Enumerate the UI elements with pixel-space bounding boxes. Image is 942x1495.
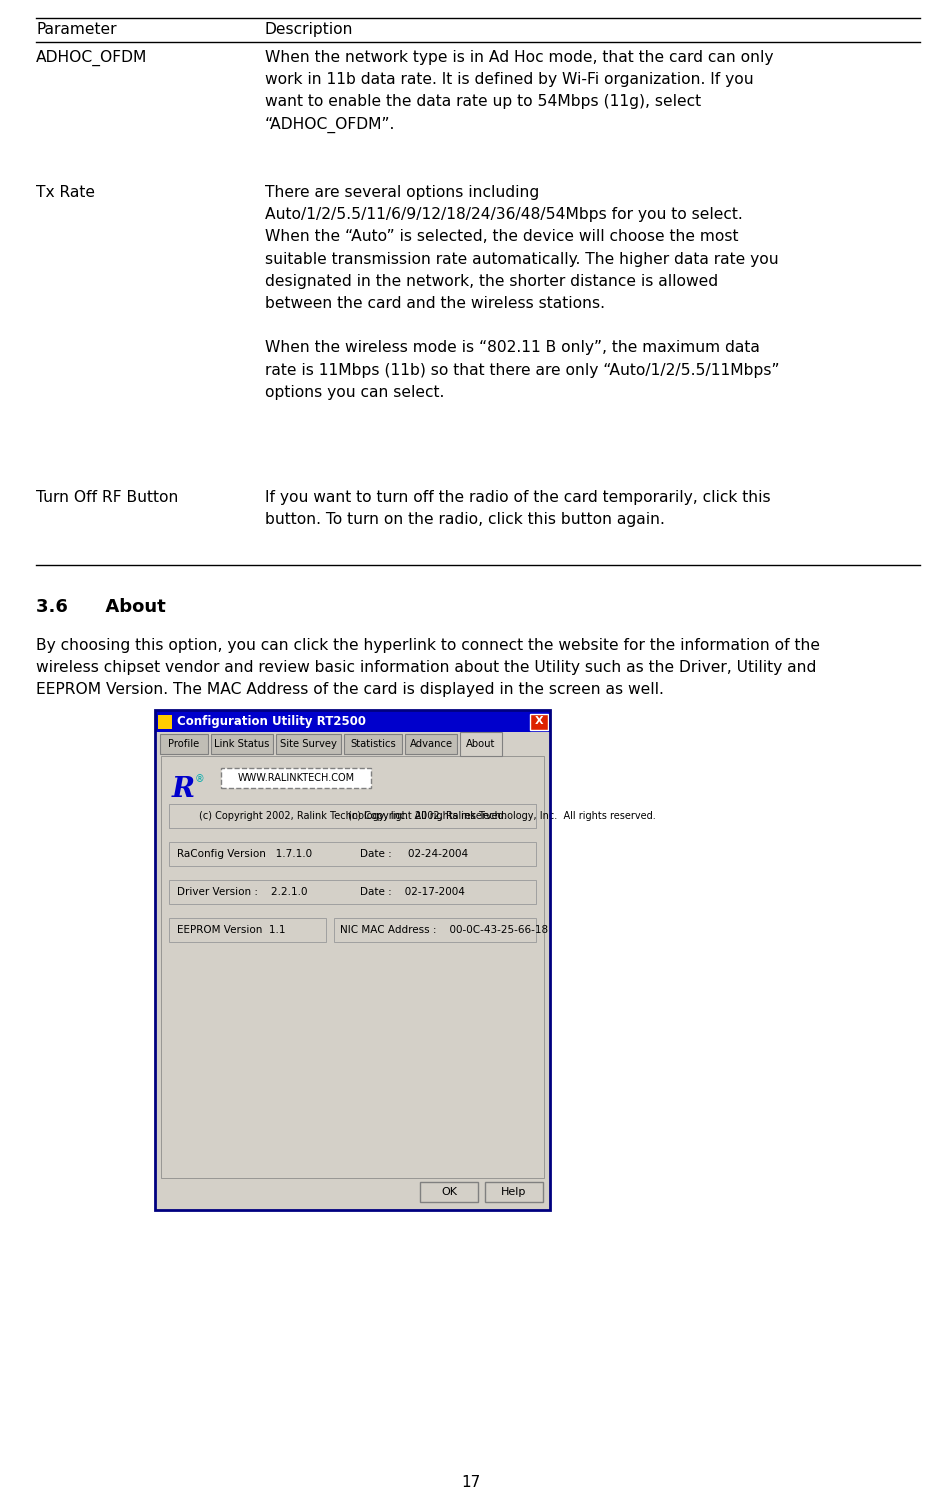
Text: Turn Off RF Button: Turn Off RF Button — [36, 490, 178, 505]
Text: Date :    02-17-2004: Date : 02-17-2004 — [360, 887, 464, 897]
Bar — [155, 710, 550, 733]
Bar — [221, 768, 371, 788]
Text: If you want to turn off the radio of the card temporarily, click this
button. To: If you want to turn off the radio of the… — [265, 490, 771, 528]
Text: By choosing this option, you can click the hyperlink to connect the website for : By choosing this option, you can click t… — [36, 638, 820, 697]
Text: 3.6      About: 3.6 About — [36, 598, 166, 616]
Bar — [460, 733, 502, 756]
Text: ®: ® — [195, 774, 204, 783]
Text: RaConfig Version   1.7.1.0: RaConfig Version 1.7.1.0 — [177, 849, 312, 860]
Text: 17: 17 — [462, 1476, 480, 1491]
Bar — [161, 756, 544, 1178]
Text: X: X — [535, 716, 544, 727]
Text: Advance: Advance — [410, 739, 452, 749]
Bar — [169, 918, 326, 942]
Text: Site Survey: Site Survey — [280, 739, 337, 749]
Text: Profile: Profile — [169, 739, 200, 749]
Bar — [155, 733, 550, 1209]
Text: About: About — [466, 739, 495, 749]
Text: Help: Help — [501, 1187, 527, 1197]
Text: Link Status: Link Status — [215, 739, 269, 749]
Bar — [169, 804, 536, 828]
Text: WWW.RALINKTECH.COM: WWW.RALINKTECH.COM — [237, 773, 354, 783]
Bar — [405, 734, 457, 753]
Bar — [485, 1183, 543, 1202]
Text: (c) Copyright 2002, Ralink Technology, Inc.  All rights reserved.: (c) Copyright 2002, Ralink Technology, I… — [199, 810, 507, 821]
Text: R: R — [171, 776, 195, 803]
Text: Parameter: Parameter — [36, 22, 117, 37]
Bar — [334, 918, 536, 942]
Bar — [169, 804, 536, 828]
Text: There are several options including
Auto/1/2/5.5/11/6/9/12/18/24/36/48/54Mbps fo: There are several options including Auto… — [265, 185, 779, 399]
Text: Description: Description — [265, 22, 353, 37]
Bar — [169, 842, 536, 866]
Text: EEPROM Version  1.1: EEPROM Version 1.1 — [177, 925, 285, 934]
Bar — [155, 710, 550, 1209]
Text: NIC MAC Address :    00-0C-43-25-66-18: NIC MAC Address : 00-0C-43-25-66-18 — [340, 925, 548, 934]
Text: ADHOC_OFDM: ADHOC_OFDM — [36, 49, 147, 66]
Bar — [276, 734, 341, 753]
Text: (c) Copyright 2002, Ralink Technology, Inc.  All rights reserved.: (c) Copyright 2002, Ralink Technology, I… — [348, 810, 656, 821]
Bar — [158, 715, 172, 730]
Text: When the network type is in Ad Hoc mode, that the card can only
work in 11b data: When the network type is in Ad Hoc mode,… — [265, 49, 773, 133]
Text: Tx Rate: Tx Rate — [36, 185, 95, 200]
Text: Configuration Utility RT2500: Configuration Utility RT2500 — [177, 715, 366, 728]
Bar — [211, 734, 273, 753]
Bar — [530, 715, 548, 730]
Bar — [420, 1183, 478, 1202]
Text: OK: OK — [441, 1187, 457, 1197]
Text: Driver Version :    2.2.1.0: Driver Version : 2.2.1.0 — [177, 887, 307, 897]
Bar — [344, 734, 402, 753]
Bar — [169, 881, 536, 904]
Text: Date :     02-24-2004: Date : 02-24-2004 — [360, 849, 468, 860]
Bar — [160, 734, 208, 753]
Text: Statistics: Statistics — [350, 739, 396, 749]
